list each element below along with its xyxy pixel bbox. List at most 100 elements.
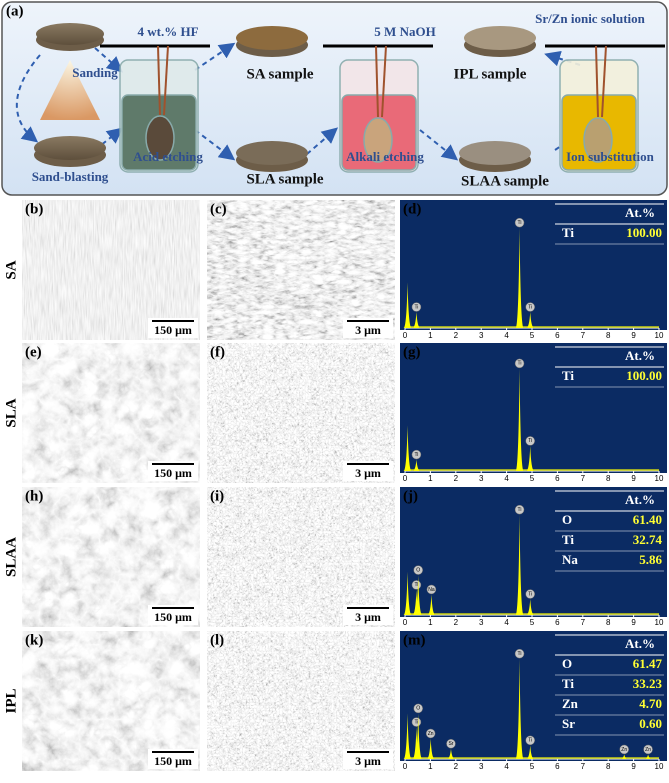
panel-label: (a) <box>6 3 24 19</box>
panel-label: (i) <box>210 488 224 504</box>
peak <box>515 514 524 615</box>
peak-marker <box>525 436 535 446</box>
scale-box <box>148 749 198 769</box>
x-tick-label: 8 <box>606 618 611 627</box>
peak-marker <box>514 358 525 369</box>
noise-floor <box>405 469 659 471</box>
panel-label: (h) <box>25 488 43 504</box>
sample-label: SLA sample <box>246 171 323 187</box>
x-tick-label: 7 <box>581 474 586 483</box>
peak-label: Ti <box>414 304 418 310</box>
scale-box <box>343 461 393 481</box>
table-element: Sr <box>562 716 575 731</box>
scale-label: 150 μm <box>154 323 192 337</box>
peak-label: Zn <box>621 747 627 753</box>
peak-marker <box>525 735 535 746</box>
noise-floor <box>405 757 659 759</box>
peak <box>427 594 436 615</box>
table-value: 100.00 <box>626 368 662 383</box>
peak-label: Ti <box>518 507 522 513</box>
peak-marker <box>411 449 422 460</box>
sample-label: IPL sample <box>454 66 527 82</box>
table-value: 61.40 <box>633 512 662 527</box>
panel-label: (e) <box>25 344 42 360</box>
peak-label: Ti <box>414 582 418 588</box>
x-tick-label: 3 <box>479 474 484 483</box>
peak <box>412 459 421 471</box>
scale-label: 3 μm <box>355 754 381 768</box>
table-element: Ti <box>562 676 574 691</box>
peak-marker <box>411 302 422 312</box>
peak <box>526 312 535 328</box>
x-tick-label: 2 <box>454 474 459 483</box>
x-tick-label: 5 <box>530 618 535 627</box>
panel-label: (m) <box>403 632 426 648</box>
x-tick-label: 7 <box>581 331 586 340</box>
x-tick-label: 2 <box>454 762 459 771</box>
x-tick-label: 7 <box>581 618 586 627</box>
x-tick-label: 7 <box>581 762 586 771</box>
panel-grid: SA(b)150 μm(c)3 μm(d)0 1 2 3 4 5 6 7 8 9 10TiTiTiA… <box>3 200 667 771</box>
panel-label: (f) <box>210 344 225 360</box>
x-tick-label: 8 <box>606 474 611 483</box>
peak-label: Zn <box>645 747 651 753</box>
step-label: Acid etching <box>133 149 203 164</box>
table-element: O <box>562 512 572 527</box>
peak-marker <box>643 744 653 755</box>
table-value: 5.86 <box>639 552 662 567</box>
scale-box <box>148 461 198 481</box>
x-tick-label: 6 <box>555 474 560 483</box>
peak-marker <box>514 504 525 515</box>
peak-marker <box>413 703 423 714</box>
peak <box>515 368 524 471</box>
peak-marker <box>514 648 525 659</box>
peak <box>414 713 423 759</box>
beakers <box>119 59 639 173</box>
scale-box <box>148 605 198 625</box>
scale-box <box>148 318 198 338</box>
x-tick-label: 6 <box>555 762 560 771</box>
x-tick-label: 10 <box>655 331 664 340</box>
row-label: SLAA <box>3 537 19 577</box>
sem-image <box>207 631 395 771</box>
x-tick-label: 9 <box>631 618 636 627</box>
peak <box>403 425 412 471</box>
peak-label: Sr <box>448 741 453 747</box>
peak-label: Ti <box>518 651 522 657</box>
peak <box>412 312 421 328</box>
table-value: 32.74 <box>633 532 663 547</box>
table-element: O <box>562 656 572 671</box>
panel-label: (b) <box>25 201 43 217</box>
panel-a: (a) Sanding Sand-blasting 4 wt.% HF Acid… <box>1 1 668 196</box>
sem-image <box>207 343 395 483</box>
scale-label: 150 μm <box>154 610 192 624</box>
row-label: SLA <box>3 398 19 427</box>
x-tick-label: 1 <box>428 762 433 771</box>
peak-marker <box>619 744 629 755</box>
scale-box <box>343 318 393 338</box>
peak-marker <box>514 217 525 228</box>
x-tick-label: 1 <box>428 618 433 627</box>
x-tick-label: 2 <box>454 618 459 627</box>
reagent-label: 5 M NaOH <box>374 24 435 39</box>
table-value: 100.00 <box>626 225 662 240</box>
spectrum-bg <box>400 343 667 473</box>
table-value: 4.70 <box>639 696 662 711</box>
sem-image <box>22 200 200 340</box>
axis-strip <box>400 330 667 340</box>
x-tick-label: 3 <box>479 762 484 771</box>
table-header: At.% <box>625 492 655 507</box>
table-element: Ti <box>562 532 574 547</box>
scale-label: 3 μm <box>355 323 381 337</box>
row-label: IPL <box>3 688 19 713</box>
step-label: Sanding <box>72 65 118 80</box>
peak <box>515 658 524 759</box>
peak-label: O <box>416 706 420 712</box>
sem-image <box>22 343 200 483</box>
peak <box>412 727 421 759</box>
peak-label: Ti <box>528 738 532 744</box>
x-tick-label: 0 <box>403 618 408 627</box>
peak <box>526 599 535 615</box>
reagent-label: Sr/Zn ionic solution <box>535 11 646 26</box>
